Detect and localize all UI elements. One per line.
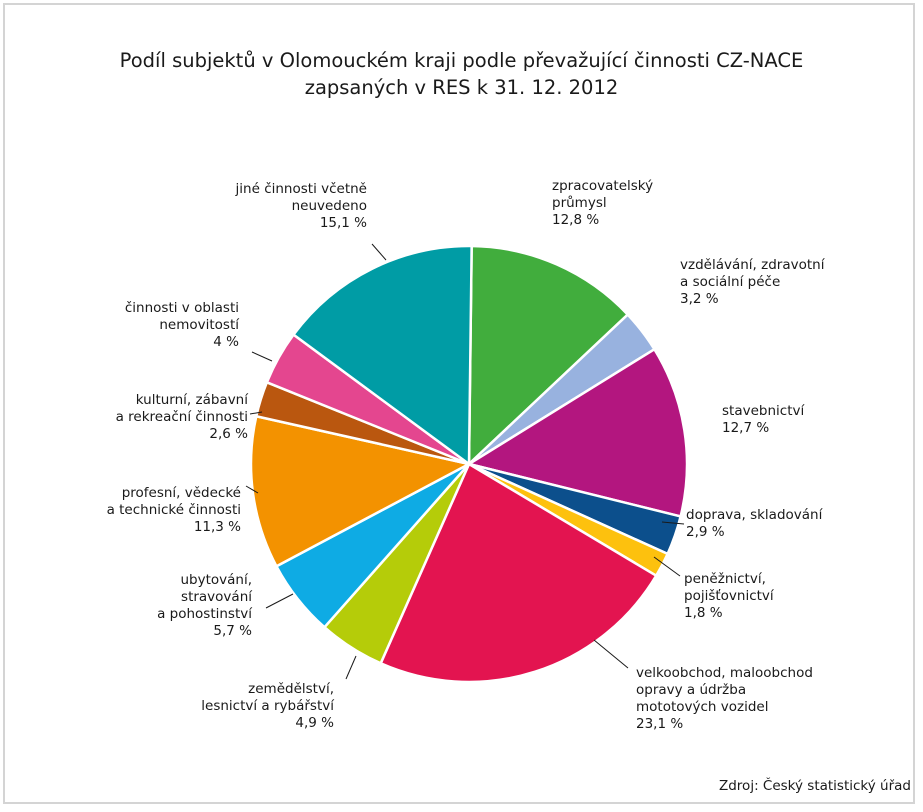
slice-category-label: neuvedeno xyxy=(292,198,367,214)
slice-category-label: stavebnictví xyxy=(722,403,805,419)
pie-slice-profesni-vedecke-a-technicke-cinnosti xyxy=(249,414,471,568)
slice-category-label: lesnictví a rybářství xyxy=(201,698,335,714)
slice-label-kulturni-zabavni-a-rekreacni-cinnosti: kulturní, zábavní a rekreační činnosti 2,6… xyxy=(116,392,250,442)
pie-slice-velkoobchod-maloobchod-opravy-a-udrzba-mototovych-vozidel xyxy=(379,462,658,684)
slice-value-label: 3,2 % xyxy=(680,291,719,307)
slice-value-label: 5,7 % xyxy=(213,623,252,639)
chart-frame xyxy=(3,3,915,804)
slice-label-zemedelstvi-lesnictvi-a-rybarstvi: zemědělství, lesnictví a rybářství 4,9 % xyxy=(201,681,335,731)
slice-category-label: opravy a údržba xyxy=(636,682,746,698)
slice-category-label: zpracovatelský xyxy=(552,178,653,194)
slice-category-label: pojišťovnictví xyxy=(684,588,775,604)
slice-category-label: nemovitostí xyxy=(159,317,240,333)
source-note: Zdroj: Český statistický úřad xyxy=(718,778,911,794)
slice-label-cinnosti-v-oblasti-nemovitosti: činnosti v oblasti nemovitostí 4 % xyxy=(125,300,240,350)
leader-line-ubytovani-stravovani-a-pohostinstvi xyxy=(265,593,294,609)
leader-line-profesni-vedecke-a-technicke-cinnosti xyxy=(245,485,259,494)
slice-category-label: jiné činnosti včetně xyxy=(235,181,367,197)
slice-value-label: 4 % xyxy=(213,334,239,350)
slice-category-label: peněžnictví, xyxy=(684,571,766,587)
slice-value-label: 1,8 % xyxy=(684,605,723,621)
slice-value-label: 2,6 % xyxy=(209,426,248,442)
slice-label-stavebnictvi: stavebnictví 12,7 % xyxy=(722,403,805,436)
slice-label-profesni-vedecke-a-technicke-cinnosti: profesní, vědecké a technické činnosti 11,… xyxy=(107,485,242,535)
pie-slice-zpracovatelsky-prumysl xyxy=(467,244,629,466)
slice-category-label: činnosti v oblasti xyxy=(125,300,239,316)
slice-category-label: a rekreační činnosti xyxy=(116,409,248,425)
slice-category-label: ubytování, xyxy=(180,572,252,588)
slice-value-label: 12,7 % xyxy=(722,420,769,436)
slice-category-label: velkoobchod, maloobchod xyxy=(636,665,813,681)
slice-value-label: 15,1 % xyxy=(320,215,367,231)
slice-category-label: profesní, vědecké xyxy=(122,485,241,501)
slice-category-label: a technické činnosti xyxy=(107,502,241,518)
slice-value-label: 4,9 % xyxy=(295,715,334,731)
slice-label-velkoobchod-maloobchod-opravy-a-udrzba-mototovych-vozidel: velkoobchod, maloobchod opravy a údržba mo… xyxy=(636,665,813,732)
chart-title-line-1: Podíl subjektů v Olomouckém kraji podle … xyxy=(119,49,804,72)
slice-category-label: mototových vozidel xyxy=(636,699,768,715)
slice-category-label: kulturní, zábavní xyxy=(136,392,250,408)
pie-slice-jine-cinnosti-vcetne-neuvedeno xyxy=(292,244,473,466)
slice-value-label: 11,3 % xyxy=(194,519,241,535)
slice-label-ubytovani-stravovani-a-pohostinstvi: ubytování, stravování a pohostinství 5,7 % xyxy=(157,572,253,639)
leader-line-zemedelstvi-lesnictvi-a-rybarstvi xyxy=(345,655,357,680)
leader-line-doprava-skladovani xyxy=(661,521,685,525)
slice-value-label: 2,9 % xyxy=(686,524,725,540)
slice-category-label: zemědělství, xyxy=(248,681,334,697)
slice-value-label: 23,1 % xyxy=(636,716,683,732)
slice-label-vzdelavani-zdravotni-a-socialni-pece: vzdělávání, zdravotní a sociální péče 3,2 … xyxy=(680,257,826,307)
leader-line-jine-cinnosti-vcetne-neuvedeno xyxy=(371,243,387,261)
slice-category-label: průmysl xyxy=(552,195,607,211)
chart-title-line-2: zapsaných v RES k 31. 12. 2012 xyxy=(304,76,619,99)
slice-value-label: 12,8 % xyxy=(552,212,599,228)
leader-line-velkoobchod-maloobchod-opravy-a-udrzba-mototovych-vozidel xyxy=(593,639,629,669)
slice-label-jine-cinnosti-vcetne-neuvedeno: jiné činnosti včetně neuvedeno 15,1 % xyxy=(235,181,368,231)
slice-category-label: vzdělávání, zdravotní xyxy=(680,257,826,273)
leader-line-kulturni-zabavni-a-rekreacni-cinnosti xyxy=(249,411,263,415)
slice-label-peneznictvi-pojistovnictvi: peněžnictví, pojišťovnictví 1,8 % xyxy=(684,571,775,621)
slice-category-label: a sociální péče xyxy=(680,274,780,290)
slice-category-label: doprava, skladování xyxy=(686,507,824,523)
slice-category-label: stravování xyxy=(181,589,253,605)
slice-label-zpracovatelsky-prumysl: zpracovatelský průmysl 12,8 % xyxy=(552,178,653,228)
slice-label-doprava-skladovani: doprava, skladování 2,9 % xyxy=(686,507,824,540)
leader-line-cinnosti-v-oblasti-nemovitosti xyxy=(251,351,273,362)
chart-title: Podíl subjektů v Olomouckém kraji podle … xyxy=(0,47,923,101)
pie-slice-stavebnictvi xyxy=(467,348,689,518)
slice-category-label: a pohostinství xyxy=(157,606,253,622)
leader-line-peneznictvi-pojistovnictvi xyxy=(653,556,681,577)
